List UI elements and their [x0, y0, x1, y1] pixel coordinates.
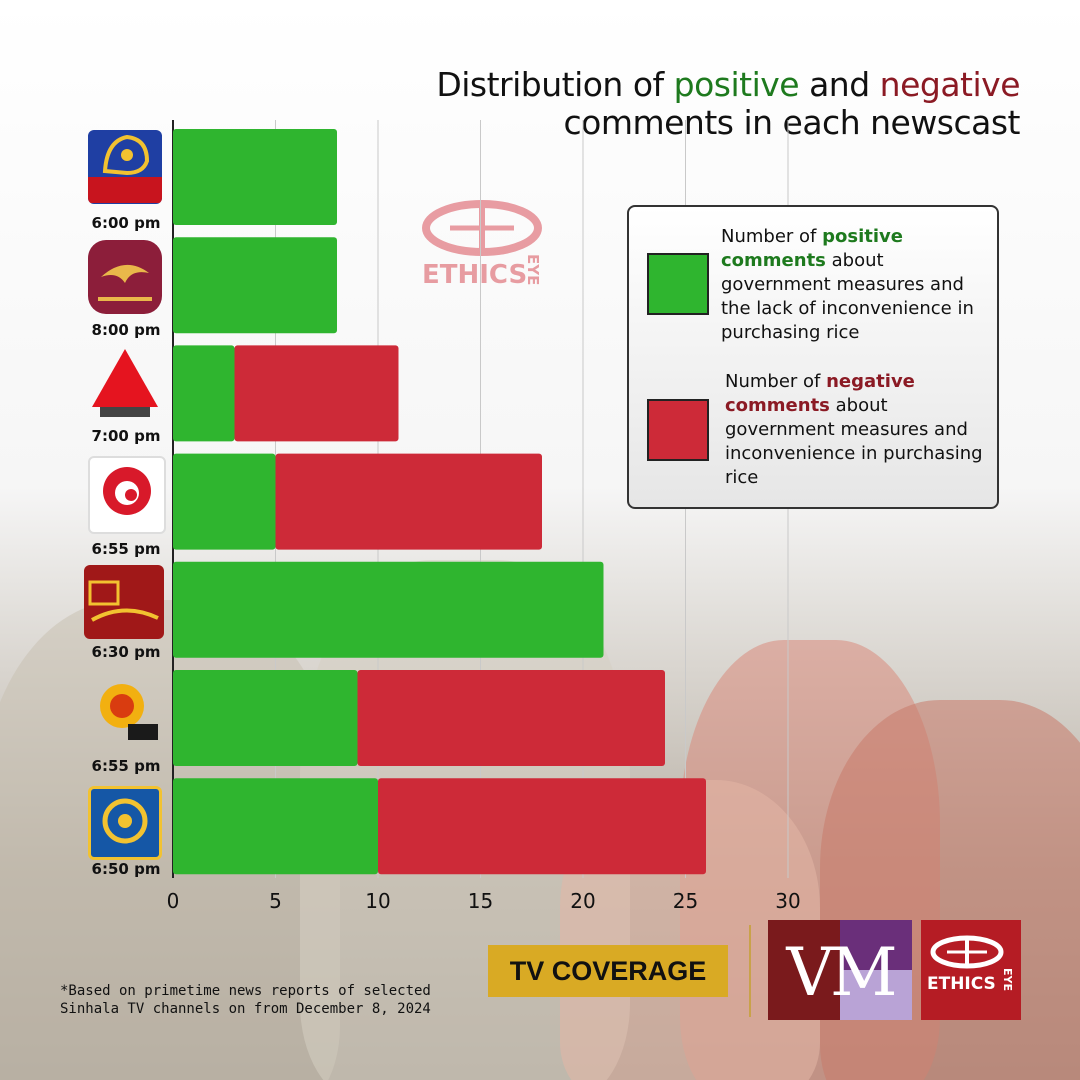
bar-positive [173, 345, 235, 442]
lion-icon [102, 134, 150, 176]
legend-negative-rest: about government measures and inconvenie… [725, 395, 983, 488]
legend-positive-prefix: Number of [721, 226, 823, 247]
chart-bars [173, 129, 706, 875]
legend-negative-highlight: negative comments [725, 371, 915, 416]
footer-divider [749, 925, 751, 1017]
bar-positive [173, 778, 378, 875]
itn-sri-lanka-logo [84, 565, 164, 639]
time-label: 7:00 pm [91, 427, 161, 445]
hiru-tv-logo [88, 672, 162, 746]
vm-logo-text: VM [786, 934, 897, 1011]
time-label: 6:30 pm [91, 643, 161, 661]
bar-positive [173, 670, 358, 766]
x-tick-label: 10 [365, 889, 390, 913]
sun-icon [100, 684, 158, 740]
rupavahini-logo [88, 240, 162, 314]
title-part1: Distribution of [436, 65, 674, 104]
watermark-brand-vertical: EYE [524, 254, 542, 286]
x-tick-label: 5 [269, 889, 282, 913]
title-line2: comments in each newscast [563, 103, 1020, 142]
eye-icon [422, 200, 542, 256]
ethics-eye-logo: ETHICS EYE [921, 920, 1021, 1020]
bar-positive [173, 561, 604, 658]
title-negative-word: negative [879, 65, 1021, 104]
ethics-eye-watermark: ETHICS EYE [420, 198, 550, 323]
eye-logo-brand: ETHICS [927, 974, 996, 994]
x-tick-label: 30 [775, 889, 800, 913]
x-axis-ticks: 0 5 10 15 20 25 30 [167, 889, 801, 913]
time-label: 6:55 pm [91, 540, 161, 558]
legend-positive-text: Number of positive comments about govern… [721, 225, 991, 345]
derana-swirl-icon [103, 467, 151, 515]
watermark-brand: ETHICS [422, 260, 528, 290]
bird-icon [101, 264, 149, 283]
triangle-icon [92, 349, 158, 417]
eye-icon [930, 935, 1004, 969]
bar-positive [173, 129, 337, 225]
chart-title: Distribution of positive and negative co… [400, 66, 1020, 142]
footnote-line1: *Based on primetime news reports of sele… [60, 983, 431, 999]
legend-negative-text: Number of negative comments about govern… [725, 370, 991, 490]
bar-negative [357, 670, 665, 766]
bar-negative [378, 778, 706, 875]
time-label: 6:50 pm [91, 860, 161, 878]
footnote-line2: Sinhala TV channels on from December 8, … [60, 1001, 431, 1017]
derana-logo [88, 456, 166, 534]
time-label: 8:00 pm [91, 321, 161, 339]
x-tick-label: 25 [673, 889, 698, 913]
x-tick-label: 0 [167, 889, 180, 913]
sirasa-tv-logo [88, 345, 162, 419]
legend: Number of positive comments about govern… [627, 205, 999, 509]
itn-emblem-icon [88, 580, 159, 622]
legend-negative-swatch [647, 399, 709, 461]
vm-logo: VM [768, 920, 912, 1020]
eye-logo-vertical: EYE [1001, 968, 1014, 991]
bar-positive [173, 237, 337, 334]
siyatha-tv-logo [88, 130, 162, 204]
legend-positive-swatch [647, 253, 709, 315]
legend-positive-rest: about government measures and the lack o… [721, 250, 974, 343]
time-label: 6:00 pm [91, 214, 161, 232]
legend-negative-prefix: Number of [725, 371, 827, 392]
bar-negative [234, 345, 399, 442]
footnote: *Based on primetime news reports of sele… [60, 982, 480, 1018]
tv-coverage-badge: TV COVERAGE [488, 945, 728, 997]
x-tick-label: 15 [468, 889, 493, 913]
title-part2: and [799, 65, 880, 104]
bar-negative [275, 453, 542, 550]
time-label: 6:55 pm [91, 757, 161, 775]
swarnavahini-emblem-icon [102, 798, 148, 844]
bar-positive [173, 453, 276, 550]
swarnavahini-logo [88, 786, 162, 860]
title-positive-word: positive [673, 65, 800, 104]
legend-positive-highlight: positive comments [721, 226, 903, 271]
x-tick-label: 20 [570, 889, 595, 913]
